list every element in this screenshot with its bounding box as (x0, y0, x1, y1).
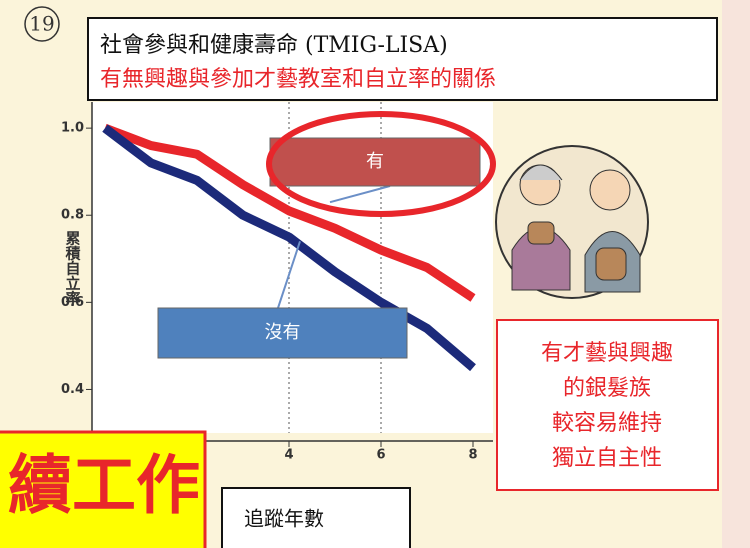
legend-box (269, 137, 481, 187)
y-tick-label: 1.0 (61, 121, 84, 136)
y-tick-label: 0.4 (61, 382, 84, 397)
x-tick-label: 8 (468, 448, 477, 463)
annotation-line: 獨立自主性 (552, 446, 662, 471)
x-tick-label: 4 (284, 448, 293, 463)
x-tick-label: 6 (376, 448, 385, 463)
chart-subtitle: 有無興趣與參加才藝教室和自立率的關係 (100, 67, 496, 92)
chart-title: 社會參與和健康壽命 (TMIG-LISA) (100, 33, 448, 58)
series-line (103, 123, 476, 302)
illustration (495, 145, 649, 299)
badge-circle (24, 6, 60, 42)
badge: 19 (29, 12, 54, 36)
title-box (87, 17, 718, 101)
connector (329, 185, 391, 204)
highlight-ellipse (266, 111, 496, 217)
annotation-line: 較容易維持 (552, 411, 662, 436)
connector (277, 241, 301, 309)
annotation-line: 有才藝與興趣 (541, 341, 673, 366)
x-axis-label: 追蹤年數 (244, 507, 324, 531)
annotation-line: 的銀髮族 (563, 376, 651, 401)
legend-box (157, 307, 408, 359)
legend-label: 有 (366, 151, 384, 172)
y-tick-label: 0.6 (61, 295, 84, 310)
annotation-box (496, 319, 719, 491)
banner-box (0, 430, 207, 548)
legend-label: 沒有 (265, 322, 301, 343)
side-strip (722, 0, 750, 548)
series-line (102, 124, 476, 372)
y-tick-label: 0.8 (61, 208, 84, 223)
xlabel-box (221, 487, 411, 548)
y-axis-label: 累積自立率 (64, 231, 82, 307)
banner-text: 續工作 (8, 450, 200, 524)
